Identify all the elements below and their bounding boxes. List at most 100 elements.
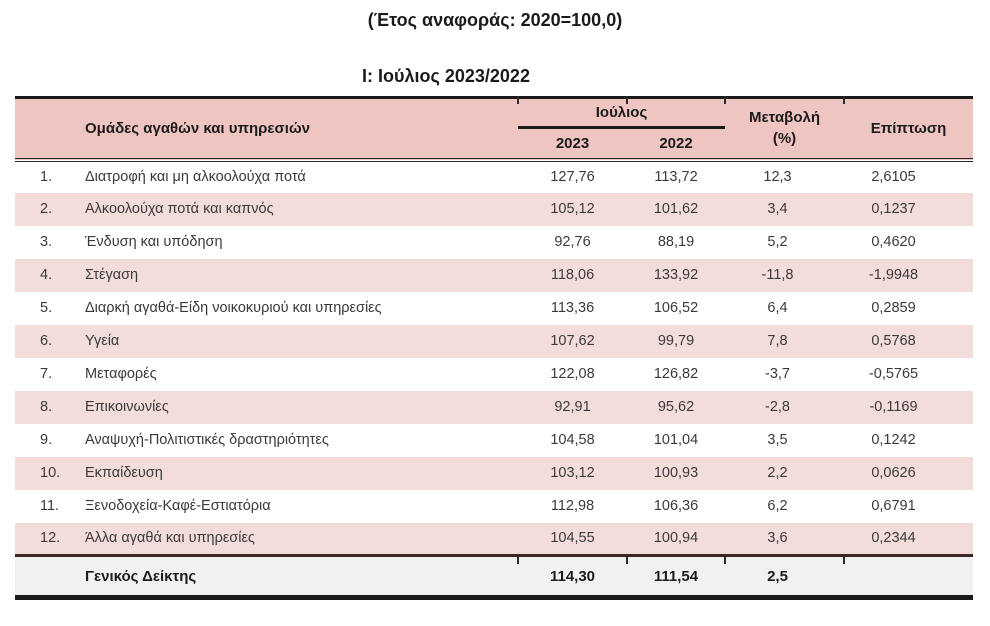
table-row: 10. Εκπαίδευση 103,12 100,93 2,2 0,0626 xyxy=(15,456,974,490)
value-2022: 106,36 xyxy=(653,498,699,514)
general-index-label: Γενικός Δείκτης xyxy=(15,554,518,598)
value-impact: 0,2859 xyxy=(871,300,916,316)
general-index-2022: 111,54 xyxy=(627,554,726,598)
column-header-2022: 2022 xyxy=(627,127,726,162)
value-change: -3,7 xyxy=(765,366,791,382)
value-2023: 92,76 xyxy=(554,234,591,250)
column-header-impact: Επίπτωση xyxy=(844,97,974,162)
column-header-2023: 2023 xyxy=(518,127,627,162)
value-change: 6,4 xyxy=(767,300,788,316)
table-row: 7. Μεταφορές 122,08 126,82 -3,7 -0,5765 xyxy=(15,358,973,391)
category-name: Επικοινωνίες xyxy=(85,399,169,415)
column-tick xyxy=(724,96,726,104)
value-2023: 112,98 xyxy=(550,498,595,514)
table-row: 9. Αναψυχή-Πολιτιστικές δραστηριότητες 10… xyxy=(15,424,973,457)
value-impact: 0,1237 xyxy=(844,192,974,226)
value-change: -2,8 xyxy=(725,390,845,424)
value-2022: 99,79 xyxy=(627,324,726,358)
row-number: 1. xyxy=(40,169,53,185)
value-2023: 104,58 xyxy=(550,432,595,448)
value-change: 5,2 xyxy=(767,234,788,250)
row-number: 2. xyxy=(40,201,53,217)
value-impact: -0,5765 xyxy=(868,366,919,382)
category-name: Αναψυχή-Πολιτιστικές δραστηριότητες xyxy=(85,432,329,448)
table-row: 1. Διατροφή και μη αλκοολούχα ποτά 127,76… xyxy=(15,160,973,193)
value-change: 6,2 xyxy=(767,498,788,514)
row-number: 3. xyxy=(40,234,53,250)
cpi-table: Ομάδες αγαθών και υπηρεσιών Ιούλιος Μετα… xyxy=(15,96,974,600)
value-change: 3,6 xyxy=(725,522,845,556)
category-name: Ξενοδοχεία-Καφέ-Εστιατόρια xyxy=(85,498,271,514)
header-row-1: Ομάδες αγαθών και υπηρεσιών Ιούλιος Μετα… xyxy=(15,97,974,162)
table-row: 12. Άλλα αγαθά και υπηρεσίες 104,55 100,9… xyxy=(15,522,974,556)
column-tick xyxy=(843,556,845,564)
value-impact: 0,1242 xyxy=(871,432,916,448)
column-tick xyxy=(626,96,628,104)
value-2022: 133,92 xyxy=(627,258,726,292)
row-number: 12. xyxy=(40,530,61,547)
table-header: Ομάδες αγαθών και υπηρεσιών Ιούλιος Μετα… xyxy=(15,97,974,162)
value-2022: 106,52 xyxy=(653,300,699,316)
value-2023: 113,36 xyxy=(550,300,595,316)
value-2022: 113,72 xyxy=(654,169,698,185)
change-label-line2: (%) xyxy=(772,130,797,148)
row-number: 5. xyxy=(40,300,53,316)
general-index-impact xyxy=(844,554,974,598)
value-impact: 0,0626 xyxy=(844,456,974,490)
value-change: 3,4 xyxy=(725,192,845,226)
table-body: 1. Διατροφή και μη αλκοολούχα ποτά 127,76… xyxy=(15,160,974,556)
value-2023: 104,55 xyxy=(518,522,627,556)
column-tick xyxy=(517,96,519,104)
value-2022: 100,93 xyxy=(627,456,726,490)
row-number: 11. xyxy=(40,498,60,514)
change-label-line1: Μεταβολή xyxy=(749,109,820,127)
table-row: 4. Στέγαση 118,06 133,92 -11,8 -1,9948 xyxy=(15,258,974,292)
reference-year-note: (Έτος αναφοράς: 2020=100,0) xyxy=(367,10,623,30)
value-change: 2,2 xyxy=(725,456,845,490)
value-change: -11,8 xyxy=(725,258,845,292)
row-number: 8. xyxy=(40,399,53,415)
column-tick xyxy=(843,96,845,104)
value-2022: 100,94 xyxy=(627,522,726,556)
value-2023: 105,12 xyxy=(518,192,627,226)
value-impact: 0,4620 xyxy=(871,234,916,250)
category-name: Άλλα αγαθά και υπηρεσίες xyxy=(85,530,255,547)
value-2022: 95,62 xyxy=(627,390,726,424)
value-2023: 122,08 xyxy=(550,366,595,382)
value-impact: 0,2344 xyxy=(844,522,974,556)
column-header-groups: Ομάδες αγαθών και υπηρεσιών xyxy=(15,97,518,162)
column-tick xyxy=(724,556,726,564)
value-change: 3,5 xyxy=(767,432,788,448)
header-row-2: 2023 2022 xyxy=(15,127,973,162)
value-impact: 0,5768 xyxy=(844,324,974,358)
category-name: Αλκοολούχα ποτά και καπνός xyxy=(85,201,274,217)
value-2023: 103,12 xyxy=(518,456,627,490)
category-name: Μεταφορές xyxy=(85,366,157,382)
value-2022: 101,62 xyxy=(627,192,726,226)
cpi-table-wrapper: Ομάδες αγαθών και υπηρεσιών Ιούλιος Μετα… xyxy=(15,96,974,600)
column-tick xyxy=(517,556,519,564)
general-index-2023: 114,30 xyxy=(518,554,627,598)
value-impact: 0,6791 xyxy=(871,498,916,514)
table-row: 8. Επικοινωνίες 92,91 95,62 -2,8 -0,1169 xyxy=(15,390,974,424)
value-2022: 101,04 xyxy=(653,432,699,448)
general-index-change: 2,5 xyxy=(725,554,845,598)
value-2023: 127,76 xyxy=(550,169,595,185)
table-row: 5. Διαρκή αγαθά-Είδη νοικοκυριού και υπηρ… xyxy=(15,292,973,325)
column-tick xyxy=(626,556,628,564)
value-2023: 92,91 xyxy=(518,390,627,424)
value-2022: 126,82 xyxy=(653,366,699,382)
row-number: 4. xyxy=(40,267,53,283)
general-index-row: Γενικός Δείκτης 114,30 111,54 2,5 xyxy=(15,554,974,598)
value-2023: 107,62 xyxy=(518,324,627,358)
category-name: Ένδυση και υπόδηση xyxy=(85,234,223,250)
value-change: 7,8 xyxy=(725,324,845,358)
value-change: 12,3 xyxy=(763,169,792,185)
table-row: 11. Ξενοδοχεία-Καφέ-Εστιατόρια 112,98 106… xyxy=(15,490,973,523)
column-header-month: Ιούλιος xyxy=(518,97,726,129)
value-impact: 2,6105 xyxy=(871,169,916,185)
category-name: Εκπαίδευση xyxy=(85,465,163,481)
value-2022: 88,19 xyxy=(657,234,695,250)
category-name: Υγεία xyxy=(85,333,120,349)
category-name: Διατροφή και μη αλκοολούχα ποτά xyxy=(85,169,306,185)
